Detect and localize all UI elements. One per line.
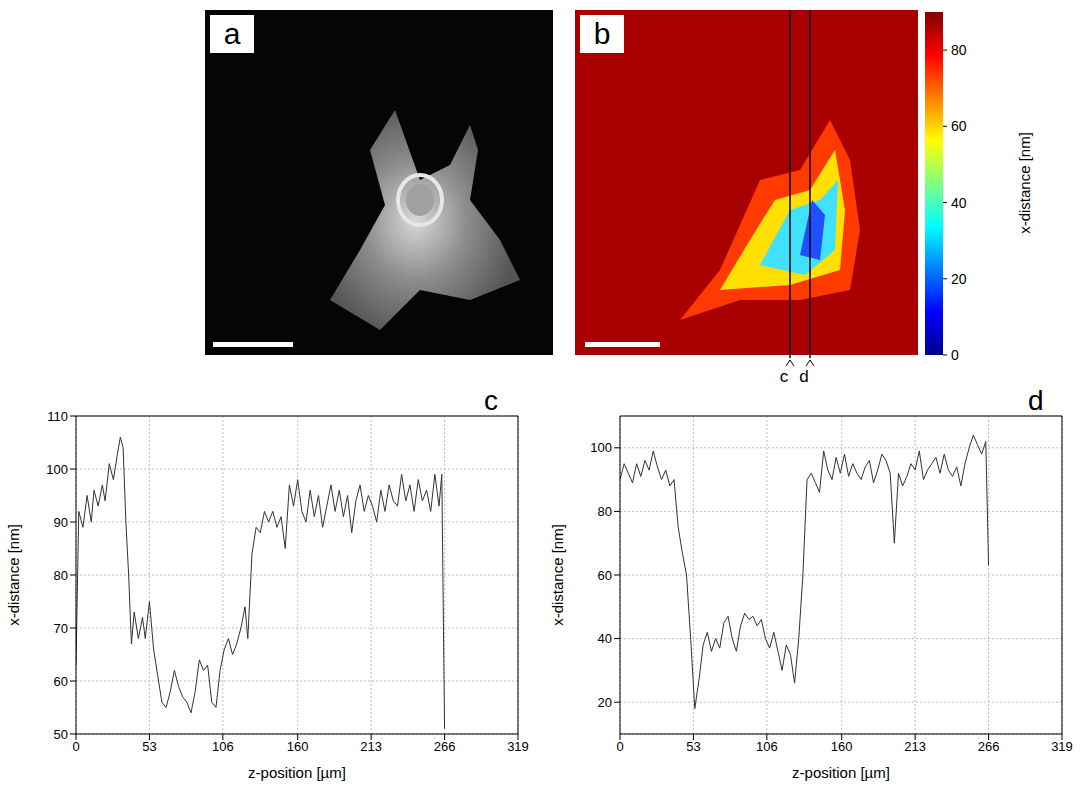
svg-text:40: 40 [598, 631, 612, 646]
svg-text:70: 70 [54, 621, 68, 636]
svg-text:60: 60 [951, 118, 967, 134]
svg-text:100: 100 [590, 440, 612, 455]
svg-text:z-position [µm]: z-position [µm] [792, 764, 890, 781]
svg-text:0: 0 [951, 347, 959, 363]
svg-text:a: a [224, 17, 241, 50]
svg-text:319: 319 [1051, 739, 1073, 754]
svg-text:20: 20 [951, 271, 967, 287]
svg-text:160: 160 [287, 739, 309, 754]
svg-text:d: d [799, 367, 808, 386]
svg-text:20: 20 [598, 695, 612, 710]
svg-text:319: 319 [507, 739, 529, 754]
svg-text:z-position [µm]: z-position [µm] [248, 764, 346, 781]
html-text:d: d [1028, 385, 1044, 416]
svg-text:b: b [594, 17, 611, 50]
svg-text:266: 266 [434, 739, 456, 754]
svg-text:60: 60 [54, 674, 68, 689]
svg-text:50: 50 [54, 727, 68, 742]
svg-text:213: 213 [360, 739, 382, 754]
svg-text:x-distance [nm]: x-distance [nm] [5, 524, 22, 626]
svg-text:90: 90 [54, 515, 68, 530]
svg-text:0: 0 [616, 739, 623, 754]
svg-text:100: 100 [46, 462, 68, 477]
svg-text:53: 53 [686, 739, 700, 754]
svg-text:213: 213 [904, 739, 926, 754]
svg-text:60: 60 [598, 568, 612, 583]
svg-text:x-distance [nm]: x-distance [nm] [1016, 132, 1033, 234]
svg-text:266: 266 [978, 739, 1000, 754]
svg-text:106: 106 [212, 739, 234, 754]
svg-text:160: 160 [831, 739, 853, 754]
svg-text:c: c [780, 367, 789, 386]
svg-text:40: 40 [951, 195, 967, 211]
svg-text:110: 110 [47, 409, 68, 424]
svg-text:106: 106 [756, 739, 778, 754]
svg-text:0: 0 [72, 739, 79, 754]
svg-text:80: 80 [951, 42, 967, 58]
svg-text:53: 53 [142, 739, 156, 754]
svg-text:80: 80 [598, 504, 612, 519]
svg-text:x-distance [nm]: x-distance [nm] [549, 524, 566, 626]
html-text:c: c [484, 385, 498, 416]
svg-text:80: 80 [54, 568, 68, 583]
